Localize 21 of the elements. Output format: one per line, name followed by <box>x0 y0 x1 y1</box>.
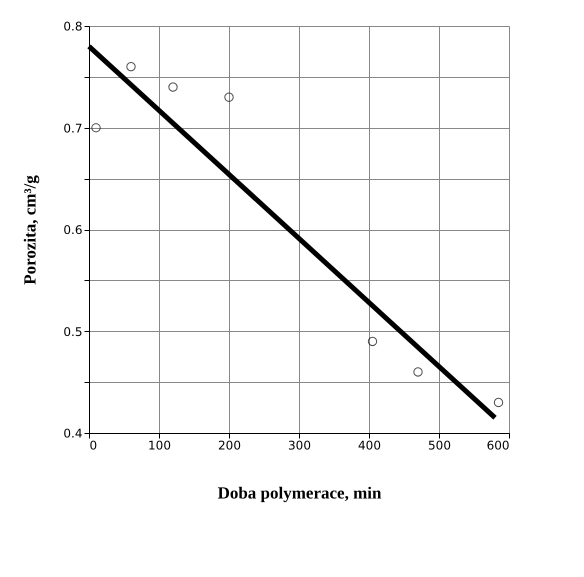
point <box>494 398 504 408</box>
x-tick-label: 200 <box>218 438 241 452</box>
x-tick-label: 100 <box>148 438 171 452</box>
point <box>413 367 423 377</box>
x-axis-title: Doba polymerace, min <box>218 484 382 502</box>
y-tick-label: 0.4 <box>63 426 82 440</box>
x-tick-label: 500 <box>428 438 451 452</box>
point <box>224 92 234 102</box>
x-tick-label: 0 <box>90 438 98 452</box>
y-tick-label: 0.5 <box>63 324 82 339</box>
y-tick-label: 0.8 <box>63 20 82 34</box>
y-tick-label: 0.6 <box>63 223 82 237</box>
x-tick-label: 300 <box>288 438 311 452</box>
point <box>126 62 136 72</box>
y-axis-title: Porozita, cm³/g <box>20 174 40 285</box>
x-tick-label: 400 <box>358 438 381 452</box>
point <box>91 123 101 132</box>
y-tick-label: 0.7 <box>63 121 82 136</box>
point <box>168 82 178 92</box>
x-tick-label: 600 <box>486 438 510 452</box>
point <box>368 336 378 346</box>
